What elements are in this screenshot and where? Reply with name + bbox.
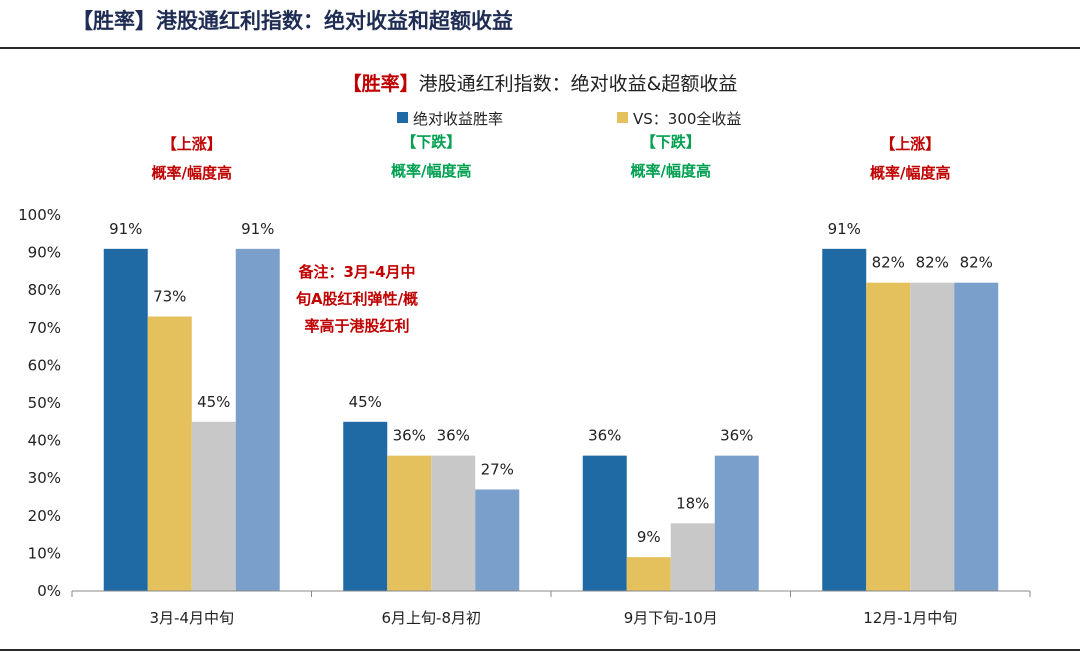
annotation-line: 【下跌】 — [401, 133, 461, 151]
data-label: 82% — [872, 254, 905, 272]
note-line-1: 备注：3月-4月中 — [297, 263, 415, 281]
data-label: 36% — [588, 427, 621, 445]
bars — [103, 248, 999, 591]
x-axis: 3月-4月中旬 6月上旬-8月初 9月下旬-10月 12月-1月中旬 — [71, 590, 1031, 627]
y-tick-label: 50% — [28, 394, 61, 412]
legend-swatch-vs300 — [617, 112, 628, 123]
legend: 绝对收益胜率 VS：300全收益 — [397, 110, 741, 128]
bar — [866, 282, 911, 591]
chart-title: 【胜率】港股通红利指数：绝对收益&超额收益 — [343, 72, 738, 95]
bar — [147, 316, 192, 591]
data-label: 9% — [637, 528, 661, 546]
legend-label-absolute: 绝对收益胜率 — [413, 110, 503, 128]
data-label: 91% — [241, 220, 274, 238]
bar — [343, 421, 388, 591]
data-label: 36% — [393, 427, 426, 445]
bar — [582, 455, 627, 591]
data-label: 82% — [960, 254, 993, 272]
chart-title-tag: 【胜率】 — [343, 72, 419, 95]
bar — [954, 282, 999, 591]
bar — [910, 282, 955, 591]
annotations: 【上涨】概率/幅度高【下跌】概率/幅度高【下跌】概率/幅度高【上涨】概率/幅度高 — [152, 133, 951, 182]
y-axis: 0% 10% 20% 30% 40% 50% 60% 70% 80% 90% 100% — [18, 206, 61, 600]
data-label: 45% — [349, 393, 382, 411]
note-line-2: 旬A股红利弹性/概 — [295, 290, 418, 308]
category-label: 3月-4月中旬 — [150, 609, 235, 627]
data-label: 18% — [676, 494, 709, 512]
annotation-line: 【上涨】 — [162, 135, 222, 153]
data-label: 27% — [481, 460, 514, 478]
data-label: 73% — [153, 288, 186, 306]
bar — [191, 421, 236, 591]
y-tick-label: 40% — [28, 432, 61, 450]
annotation-line: 概率/幅度高 — [631, 162, 711, 180]
legend-swatch-absolute — [397, 112, 408, 123]
y-tick-label: 0% — [37, 582, 61, 600]
category-label: 6月上旬-8月初 — [381, 609, 481, 627]
annotation-line: 概率/幅度高 — [870, 164, 950, 182]
bar — [626, 557, 671, 591]
data-label: 36% — [437, 427, 470, 445]
y-tick-label: 70% — [28, 319, 61, 337]
bar — [431, 455, 476, 591]
annotation-line: 【上涨】 — [880, 135, 940, 153]
bar — [235, 248, 280, 591]
y-tick-label: 80% — [28, 281, 61, 299]
y-tick-label: 30% — [28, 469, 61, 487]
bar — [475, 489, 520, 591]
page-title: 【胜率】港股通红利指数：绝对收益和超额收益 — [72, 9, 513, 33]
y-tick-label: 10% — [28, 544, 61, 562]
bottom-divider — [0, 649, 1080, 651]
title-divider — [0, 47, 1080, 49]
category-label: 9月下旬-10月 — [624, 609, 718, 627]
data-label: 36% — [720, 427, 753, 445]
annotation-line: 【下跌】 — [641, 133, 701, 151]
data-label: 91% — [109, 220, 142, 238]
chart-title-text: 港股通红利指数：绝对收益&超额收益 — [419, 73, 738, 95]
bar — [714, 455, 759, 591]
category-label: 12月-1月中旬 — [863, 609, 957, 627]
note-line-3: 率高于港股红利 — [304, 317, 409, 335]
data-labels: 91% 73% 45% 91% 45% 36% 36% 27% 36% 9% 18% 36% 91% 82… — [109, 220, 993, 546]
bar — [822, 248, 867, 591]
data-label: 91% — [828, 220, 861, 238]
y-tick-label: 60% — [28, 356, 61, 374]
chart-note: 备注：3月-4月中 旬A股红利弹性/概 率高于港股红利 — [295, 263, 418, 335]
data-label: 82% — [916, 254, 949, 272]
bar — [670, 523, 715, 591]
data-label: 45% — [197, 393, 230, 411]
bar — [103, 248, 148, 591]
bar — [387, 455, 432, 591]
annotation-line: 概率/幅度高 — [391, 162, 471, 180]
legend-label-vs300: VS：300全收益 — [633, 110, 741, 128]
y-tick-label: 20% — [28, 507, 61, 525]
y-tick-label: 100% — [18, 206, 61, 224]
y-tick-label: 90% — [28, 244, 61, 262]
annotation-line: 概率/幅度高 — [152, 164, 232, 182]
